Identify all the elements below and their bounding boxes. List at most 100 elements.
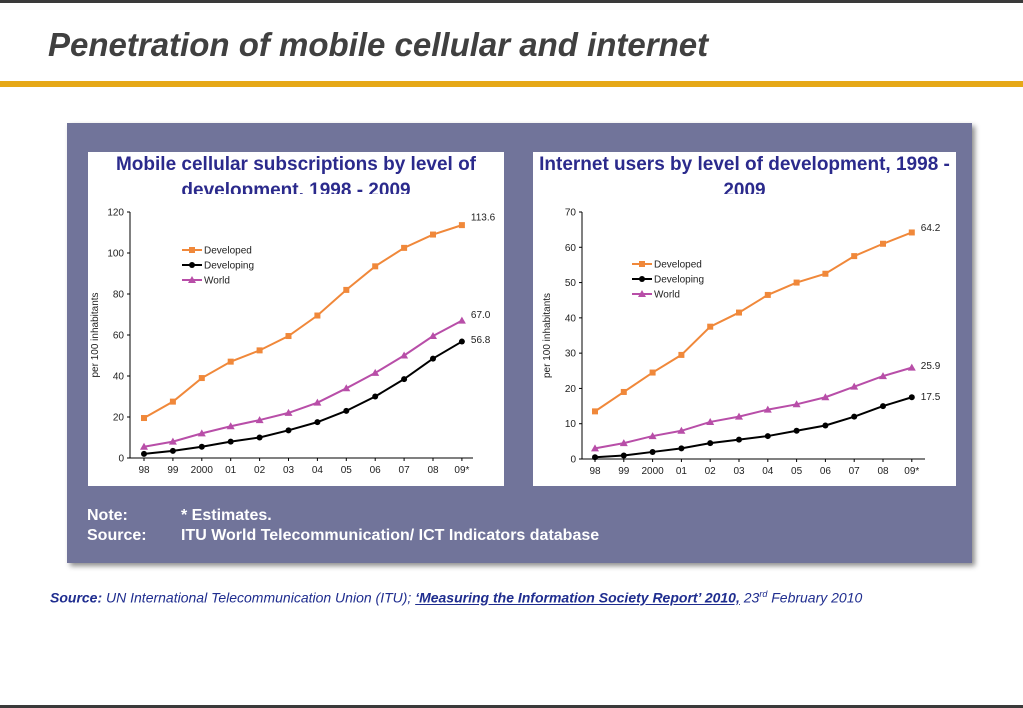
data-point-world [342,384,351,392]
data-point-world [619,439,628,447]
data-point-developing [880,403,886,410]
y-tick-label: 120 [107,208,124,219]
chart1-title: Mobile cellular subscriptions by level o… [88,152,504,194]
legend-label-world: World [654,290,680,301]
data-point-world [400,351,409,359]
data-point-world [792,400,801,408]
data-point-developing [822,422,829,429]
footer-date-rest: February 2010 [771,589,863,606]
series-line-world [594,366,913,450]
x-tick-label: 99 [618,466,630,477]
data-point-developed [256,347,263,354]
footer-date-day: 23 [743,589,760,606]
data-point-world [429,332,437,340]
y-tick-label: 50 [565,278,577,289]
x-tick-label: 05 [341,465,353,476]
data-point-developing [227,438,234,445]
x-tick-label: 08 [877,466,889,477]
data-point-developing [851,413,858,420]
series-line-developing [143,340,463,455]
x-tick-label: 09* [454,465,469,476]
data-point-world [284,408,293,416]
data-point-developed [285,333,292,340]
report-title-link[interactable]: ‘Measuring the Information Society Repor… [415,589,740,606]
data-point-world [821,393,830,401]
title-accent-rule [0,81,1023,87]
bottom-border [0,705,1023,708]
series-line-developed [594,231,913,413]
y-tick-label: 80 [113,290,125,301]
y-tick-label: 30 [565,349,577,360]
legend-marker-developed [639,261,645,267]
legend-marker-developing [639,276,645,282]
data-point-developing [620,452,627,459]
y-tick-label: 60 [113,331,125,342]
data-point-developed [908,229,915,236]
note-block: Note: * Estimates. Source: ITU World Tel… [87,506,599,546]
data-point-developed [736,309,742,316]
data-point-developing [430,355,436,362]
data-point-developing [343,407,350,414]
data-point-developed [169,398,176,405]
end-label-world: 67.0 [471,310,491,321]
x-tick-label: 03 [733,466,745,477]
x-tick-label: 06 [820,466,832,477]
data-point-developing [592,454,598,461]
data-point-world [706,417,715,425]
data-point-developed [401,244,408,251]
data-point-developed [458,222,465,229]
data-point-developed [198,375,205,382]
legend-marker-developed [189,247,195,253]
data-point-developing [256,434,263,441]
data-point-developed [822,270,829,277]
x-tick-label: 01 [225,465,237,476]
legend-label-developing: Developing [204,261,254,272]
end-label-developed: 64.2 [921,223,941,234]
data-point-world [226,422,235,430]
x-tick-label: 06 [370,465,382,476]
legend-label-developed: Developed [204,246,252,257]
data-point-developing [678,445,685,452]
legend-label-world: World [204,276,230,287]
legend-label-developing: Developing [654,275,704,286]
legend-marker-world [188,276,196,283]
x-tick-label: 05 [791,466,803,477]
series-line-developing [594,396,913,459]
data-point-developed [430,231,436,238]
data-point-developed [707,323,714,330]
data-point-developed [678,351,685,358]
y-tick-label: 10 [565,419,577,430]
chart2-area: 0 10 20 30 40 50 60 70 98 99 2000 01 02 03 04 05 06 07 08 0… [533,194,956,486]
data-point-developing [141,450,147,457]
y-tick-label: 70 [565,208,577,219]
data-point-developed [764,291,771,298]
data-point-developed [851,253,858,260]
x-tick-label: 02 [254,465,266,476]
data-point-world [648,432,657,440]
data-point-developed [343,286,350,293]
end-label-developed: 113.6 [471,213,496,224]
data-point-developing [793,427,800,434]
legend-marker-world [638,290,646,297]
source-key: Source: [87,527,147,544]
data-point-developing [736,436,742,443]
chart1-area: 0 20 40 60 80 100 120 98 99 2000 01 02 03 04 05 06 07 08 0… [88,194,504,486]
data-point-world [168,437,177,445]
x-tick-label: 99 [167,465,179,476]
note-key: Note: [87,507,128,524]
x-tick-label: 01 [676,466,688,477]
data-point-developing [458,338,465,345]
footer-source-label: Source: [50,589,103,606]
data-point-world [457,316,466,324]
data-point-developing [198,443,205,450]
footer-source: Source: UN International Telecommunicati… [50,589,862,606]
data-point-developing [764,433,771,440]
y-tick-label: 0 [570,455,576,466]
data-point-world [677,426,686,434]
data-point-developing [707,440,714,447]
x-tick-label: 04 [312,465,324,476]
data-point-developed [620,388,627,395]
data-point-developed [592,408,598,415]
source-row: Source: ITU World Telecommunication/ ICT… [87,526,599,546]
data-point-world [879,372,887,380]
